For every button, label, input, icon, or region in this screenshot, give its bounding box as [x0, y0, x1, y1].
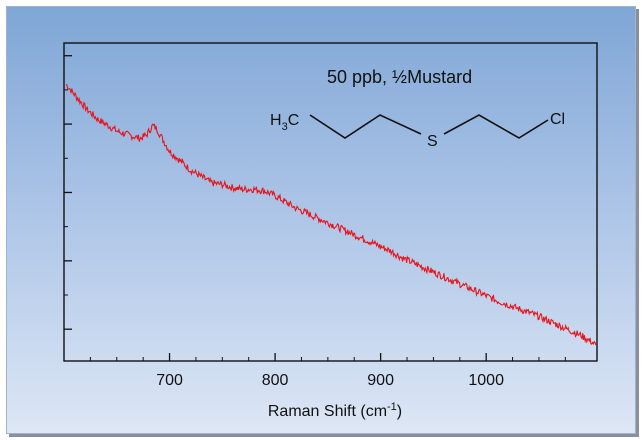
chlorine-label: Cl	[550, 111, 565, 128]
plot-frame	[63, 42, 598, 362]
x-tick-label: 700	[156, 372, 183, 389]
axes	[63, 42, 598, 362]
spectrum-line	[65, 83, 597, 346]
raman-chart: 700 800 900 1000 50 ppb, ½Mustard H3C S Cl …	[63, 42, 598, 420]
sulfur-label: S	[427, 133, 438, 150]
x-tick-label: 800	[262, 372, 289, 389]
mustard-structure: H3C S Cl	[270, 111, 565, 150]
structure-bonds	[309, 114, 422, 139]
x-tick-label: 900	[367, 372, 394, 389]
x-tick-labels: 700 800 900 1000	[156, 372, 504, 389]
series-layer	[65, 83, 597, 346]
annotation-label: 50 ppb, ½Mustard	[327, 67, 472, 87]
structure-bonds-right	[443, 114, 549, 139]
x-tick-label: 1000	[468, 372, 504, 389]
chart-frame: 700 800 900 1000 50 ppb, ½Mustard H3C S Cl …	[6, 6, 636, 434]
x-axis-label: Raman Shift (cm-1)	[268, 401, 402, 420]
h3c-label: H3C	[270, 112, 299, 133]
